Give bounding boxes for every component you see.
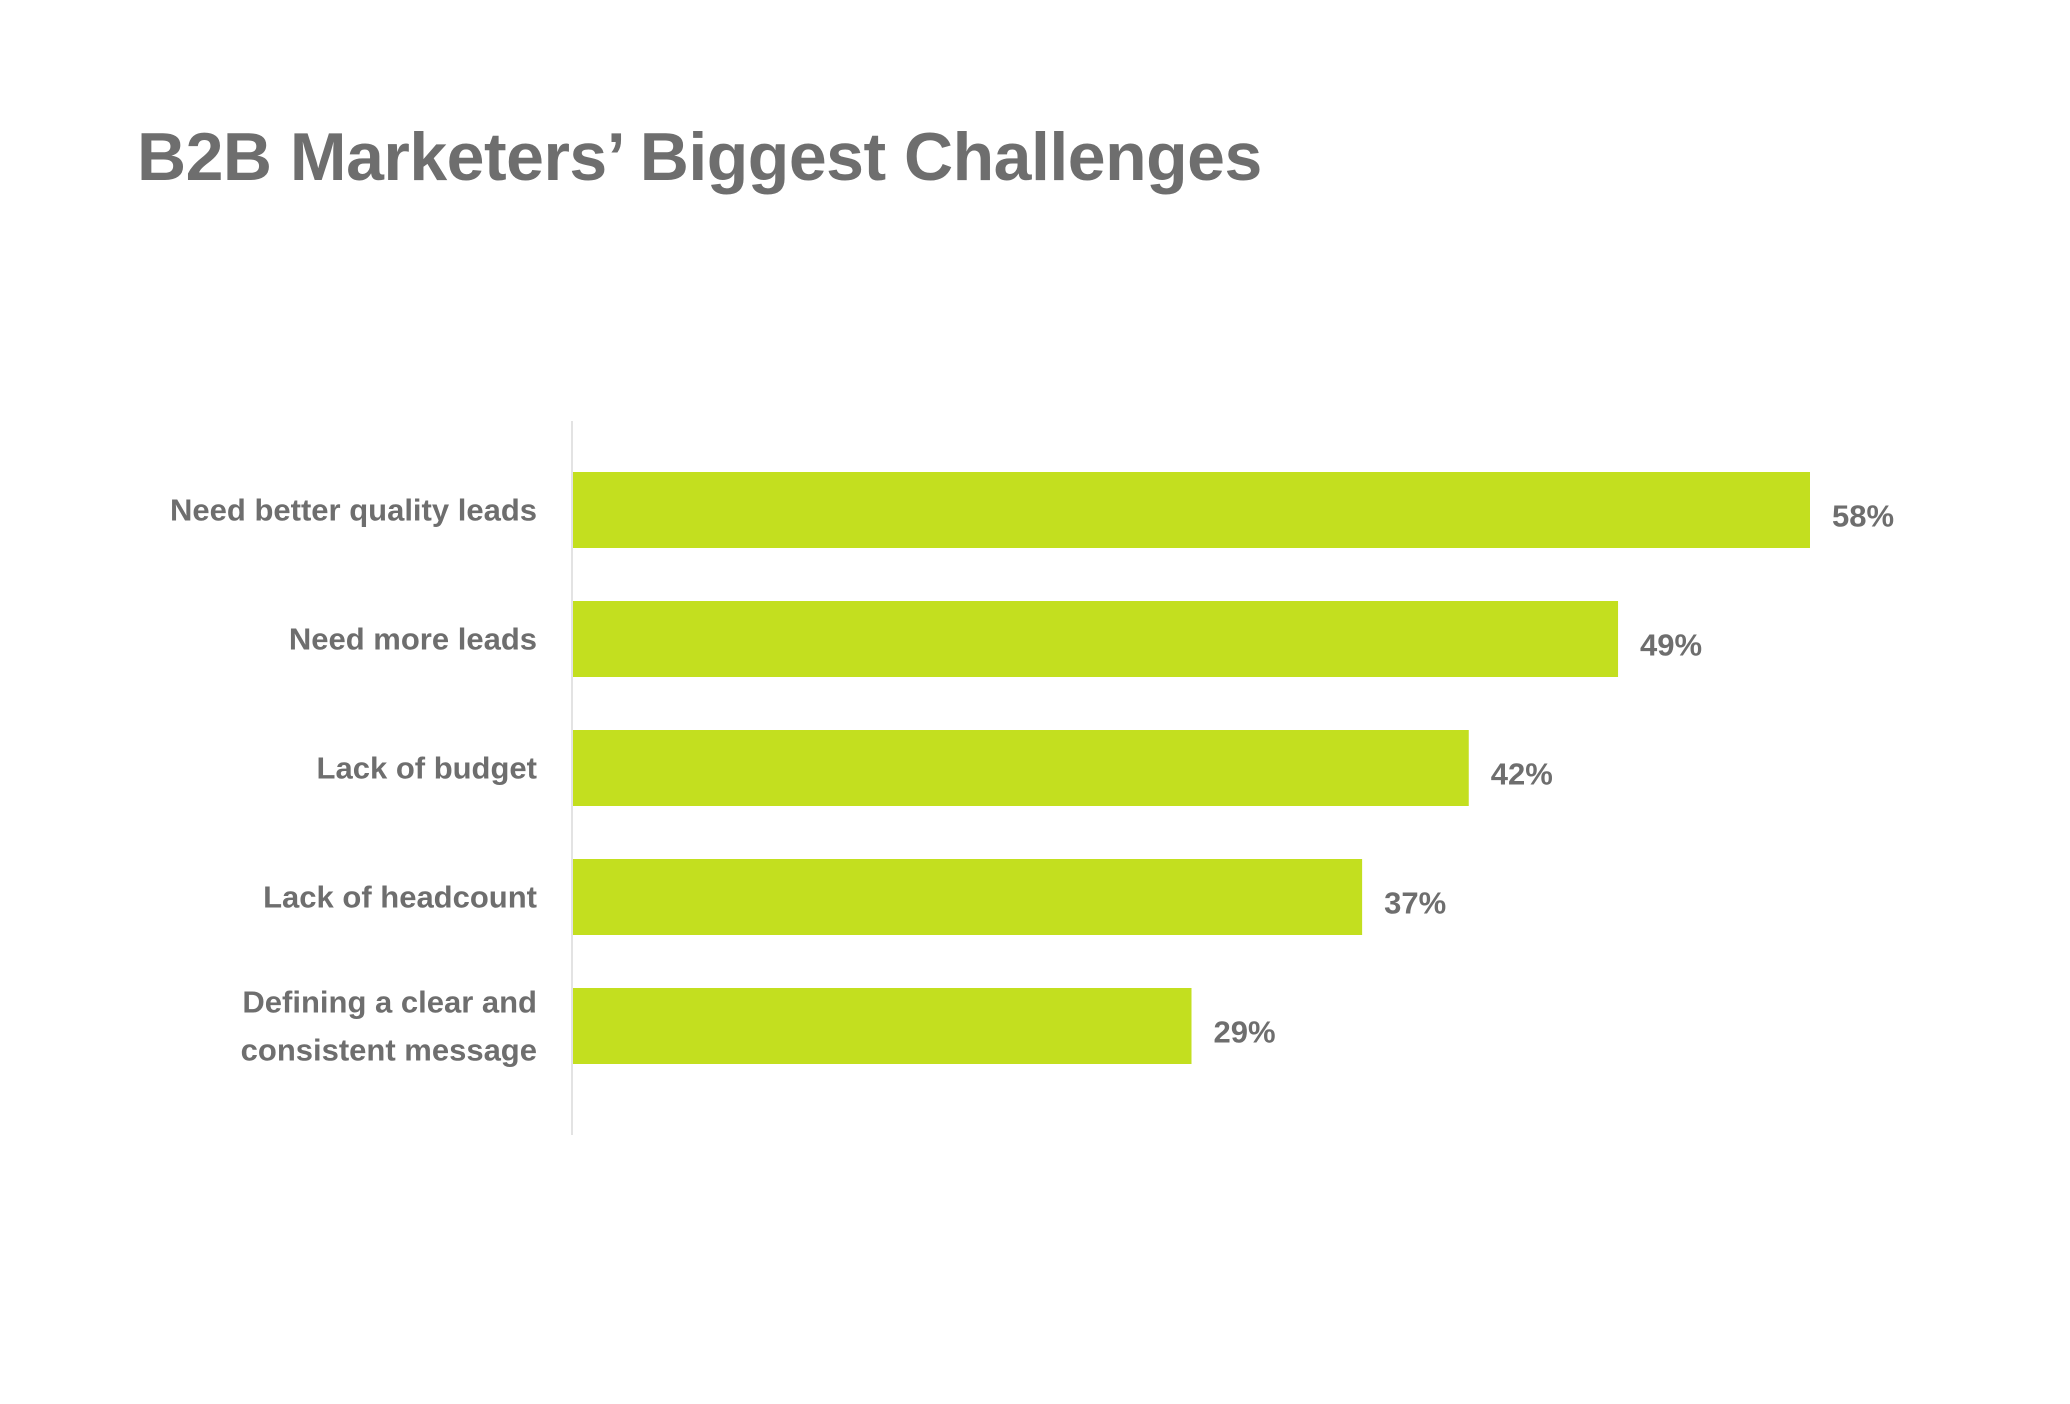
chart-title: B2B Marketers’ Biggest Challenges <box>137 119 1262 195</box>
value-label: 29% <box>1214 1015 1276 1050</box>
category-label: Lack of budget <box>317 751 537 786</box>
value-label: 49% <box>1640 628 1702 663</box>
bar <box>573 730 1469 806</box>
category-label: Defining a clear and <box>242 985 537 1020</box>
category-labels-group: Need better quality leads Need more leads… <box>170 493 537 1068</box>
bar <box>573 472 1810 548</box>
category-label: Lack of headcount <box>263 880 537 915</box>
value-label: 37% <box>1384 886 1446 921</box>
value-labels-group: 58% 49% 42% 37% 29% <box>1214 499 1895 1050</box>
bars-group <box>573 472 1810 1064</box>
category-label: Need more leads <box>289 622 537 657</box>
category-label: consistent message <box>241 1033 537 1068</box>
value-label: 58% <box>1832 499 1894 534</box>
bar <box>573 859 1363 935</box>
bar <box>573 601 1619 677</box>
bar <box>573 988 1192 1064</box>
value-label: 42% <box>1491 757 1553 792</box>
category-label: Need better quality leads <box>170 493 537 528</box>
